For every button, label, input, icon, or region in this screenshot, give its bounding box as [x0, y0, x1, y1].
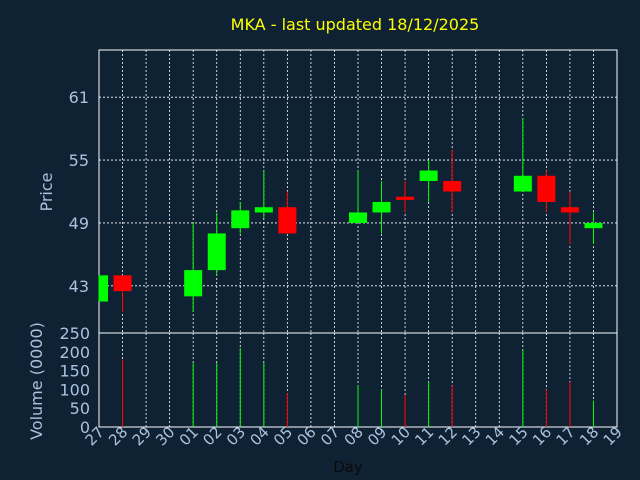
volume-tick-label: 50 [70, 399, 90, 418]
candle-body [231, 210, 250, 229]
x-axis: 2728293001020304050607080910111213141516… [82, 423, 626, 449]
candle-body [443, 181, 462, 192]
candle-body [99, 275, 108, 302]
candle-body [537, 175, 556, 202]
volume-tick-label: 250 [59, 324, 90, 343]
candle-body [372, 201, 391, 213]
volume-tick-label: 100 [59, 380, 90, 399]
price-panel: 43 49 55 61 [69, 49, 618, 334]
candle-body [278, 207, 297, 234]
price-tick-label: 61 [69, 88, 89, 107]
candle-body [207, 233, 226, 271]
candle-body [113, 275, 132, 292]
candle-body [513, 175, 532, 192]
candle-body [184, 270, 203, 297]
volume-tick-label: 200 [59, 343, 90, 362]
volume-tick-label: 150 [59, 362, 90, 381]
candle-body [396, 196, 415, 200]
candle-body [254, 207, 273, 213]
candle-body [349, 212, 367, 223]
price-tick-label: 49 [69, 214, 89, 233]
price-tick-label: 43 [69, 277, 89, 296]
chart-title: MKA - last updated 18/12/2025 [231, 15, 480, 34]
volume-axis-label: Volume (0000) [27, 322, 46, 440]
volume-tick-label: 0 [80, 418, 90, 437]
candle-body [419, 170, 438, 182]
price-tick-label: 55 [69, 151, 89, 170]
candle-body [584, 222, 603, 229]
price-axis-label: Price [37, 172, 56, 211]
x-axis-label: Day [333, 458, 363, 476]
candle-body [560, 207, 579, 213]
